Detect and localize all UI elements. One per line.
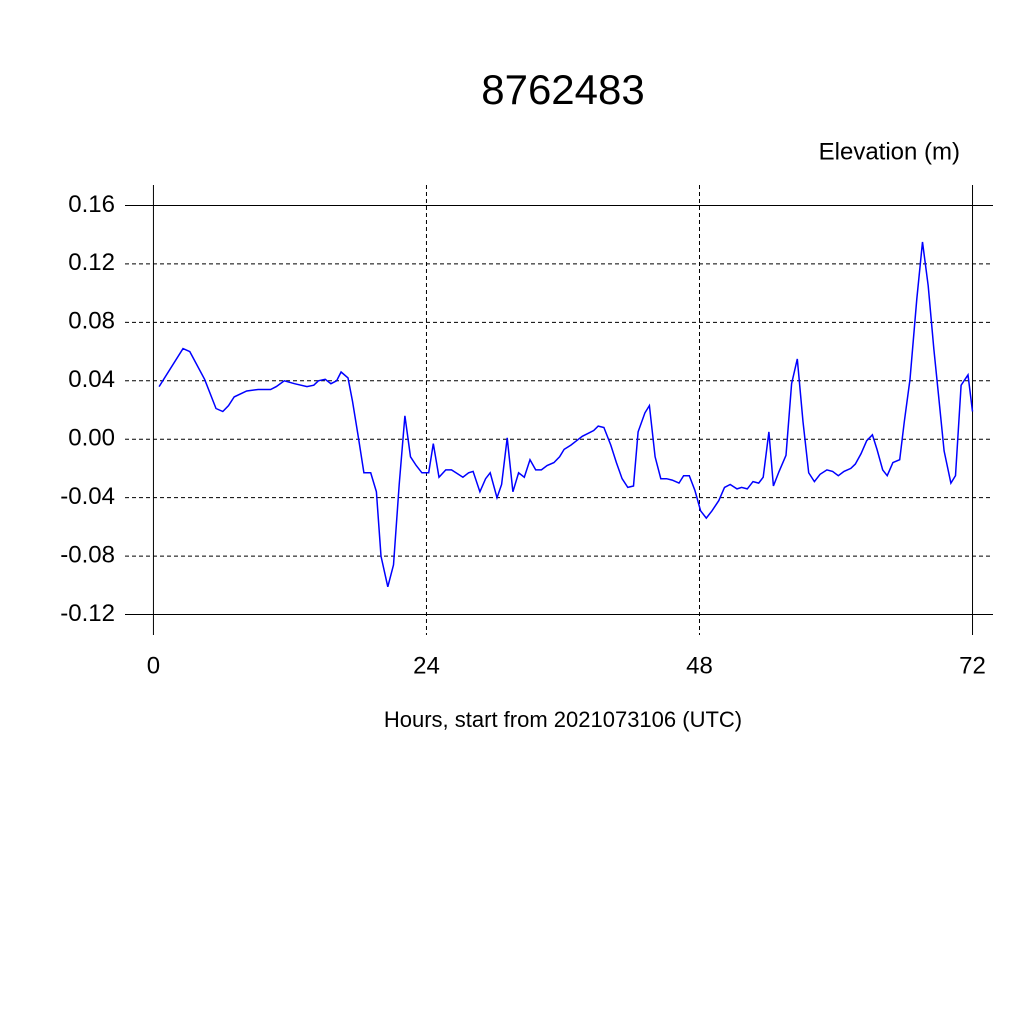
- y-axis-title: Elevation (m): [819, 138, 960, 165]
- chart-title: 8762483: [481, 66, 645, 113]
- y-tick-label: 0.12: [68, 249, 115, 276]
- y-tick-label: 0.00: [68, 425, 115, 452]
- x-tick-label: 72: [959, 652, 986, 679]
- x-tick-label: 24: [413, 652, 440, 679]
- y-tick-label: -0.04: [60, 483, 115, 510]
- y-tick-label: 0.08: [68, 308, 115, 335]
- y-tick-label: -0.08: [60, 541, 115, 568]
- y-tick-label: 0.16: [68, 191, 115, 218]
- x-tick-label: 48: [686, 652, 713, 679]
- y-tick-label: -0.12: [60, 600, 115, 627]
- y-tick-label: 0.04: [68, 366, 115, 393]
- x-tick-label: 0: [147, 652, 160, 679]
- x-axis-title: Hours, start from 2021073106 (UTC): [384, 707, 742, 732]
- data-line: [158, 241, 974, 587]
